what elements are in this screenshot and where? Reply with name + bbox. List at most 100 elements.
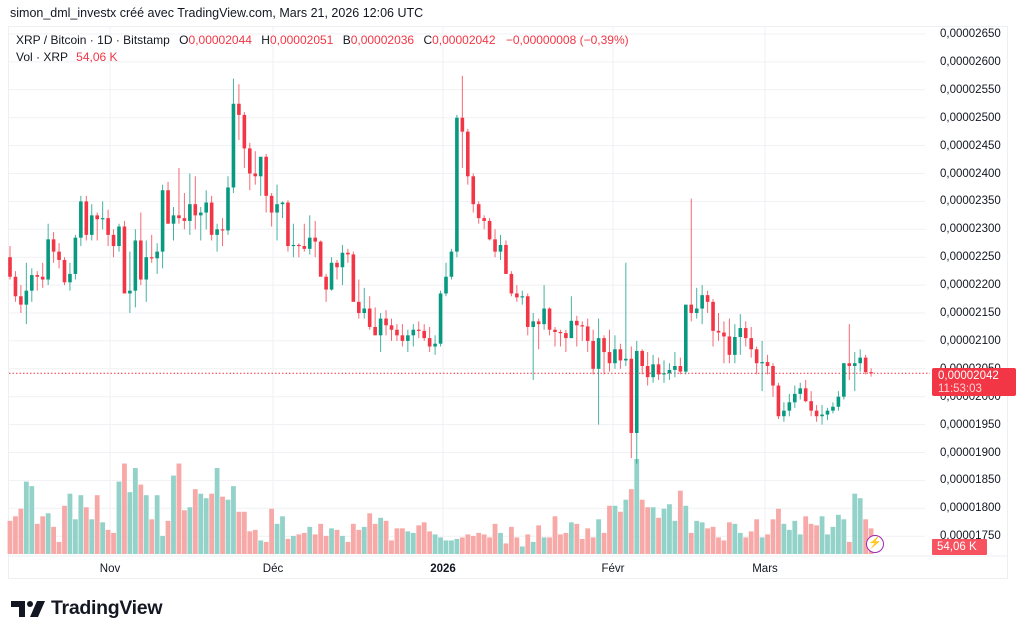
price-axis-label: 0,00002200 [940,279,1001,292]
candle-up [411,329,416,336]
candle-up [89,215,94,235]
candle-down [220,229,225,231]
legend-high-value: 0,00002051 [269,33,334,47]
last-volume-tag: 54,06 K [932,539,987,555]
volume-bar [590,537,596,554]
volume-bar [89,519,95,554]
candle-up [531,321,535,327]
candle-down [564,333,568,339]
volume-bar [383,520,389,554]
candle-up [662,373,666,375]
volume-bar [394,528,400,554]
candle-up [378,318,383,336]
candle-up [215,229,219,235]
volume-bar [688,532,694,554]
time-axis-label: Mars [752,563,778,575]
volume-bar [29,486,35,554]
volume-bar [176,463,182,554]
volume-bar [421,522,427,554]
candle-up [520,296,525,298]
candle-up [444,276,448,294]
candle-up [188,204,192,221]
candle-down [367,308,372,327]
candle-down [313,237,317,242]
volume-bar [389,540,394,554]
candle-down [62,259,67,283]
legend-volume-label[interactable]: Vol · XRP [16,50,68,64]
candle-down [656,364,661,375]
volume-bar [519,546,525,554]
candle-down [705,295,710,302]
candle-down [19,296,23,305]
volume-bar [285,538,291,554]
candle-up [787,402,792,411]
legend-symbol[interactable]: XRP / Bitcoin · 1D · Bitstamp [16,33,170,47]
volume-bar [18,508,24,554]
volume-bar [857,498,863,554]
candle-up [307,237,312,249]
volume-bar [236,511,242,554]
candle-up [542,308,546,325]
candle-up [280,202,285,205]
volume-bar [214,468,220,554]
volume-bar [438,537,443,554]
candle-down [209,202,214,235]
volume-bar [350,523,356,554]
candle-down [711,301,715,331]
candle-up [831,406,835,411]
candle-down [400,335,405,341]
candle-up [667,369,672,374]
volume-bar [345,541,351,554]
volume-bar [476,532,482,554]
volume-bar [160,535,165,554]
candle-down [13,276,18,297]
candle-up [128,290,132,294]
volume-bar [372,523,378,554]
volume-bar [280,516,285,554]
volume-bar [154,495,160,554]
candle-up [700,295,704,309]
candle-down [754,349,759,364]
volume-bar [612,505,618,554]
volume-bar [792,520,798,554]
volume-bar [192,489,198,554]
tradingview-logo[interactable]: TradingView [11,597,163,620]
volume-bar [416,525,422,554]
candle-down [863,357,868,373]
volume-bar [111,532,116,554]
volume-bar [400,528,405,554]
price-axis-label: 0,00001800 [940,502,1001,515]
candle-up [79,201,83,238]
volume-bar [334,529,340,554]
volume-bar [449,540,454,554]
candle-up [155,251,159,259]
candle-down [286,202,290,247]
volume-bar [432,534,438,554]
candle-up [133,240,138,291]
candle-up [226,187,230,231]
candle-up [68,273,72,283]
volume-bar [443,540,449,554]
candle-down [389,325,394,330]
volume-bar [361,526,367,554]
legend-change: −0,00000008 (−0,39%) [505,33,629,47]
candle-down [727,336,732,355]
volume-bar [7,520,13,554]
volume-bar [754,519,760,554]
lightning-icon[interactable]: ⚡ [866,535,884,553]
price-axis-label: 0,00002600 [940,55,1001,68]
volume-bar [459,537,465,554]
volume-bar [836,514,841,554]
volume-bar [367,513,373,554]
candle-up [760,362,764,364]
volume-bar [770,519,776,554]
legend-low-key: B [342,33,351,47]
last-price-tag: 0,00002042 11:53:03 [932,368,1016,396]
volume-bar [786,529,792,554]
volume-bar [694,520,700,554]
candle-down [618,349,623,361]
volume-bar [62,505,67,554]
candle-down [269,195,274,213]
volume-bar [737,532,743,554]
